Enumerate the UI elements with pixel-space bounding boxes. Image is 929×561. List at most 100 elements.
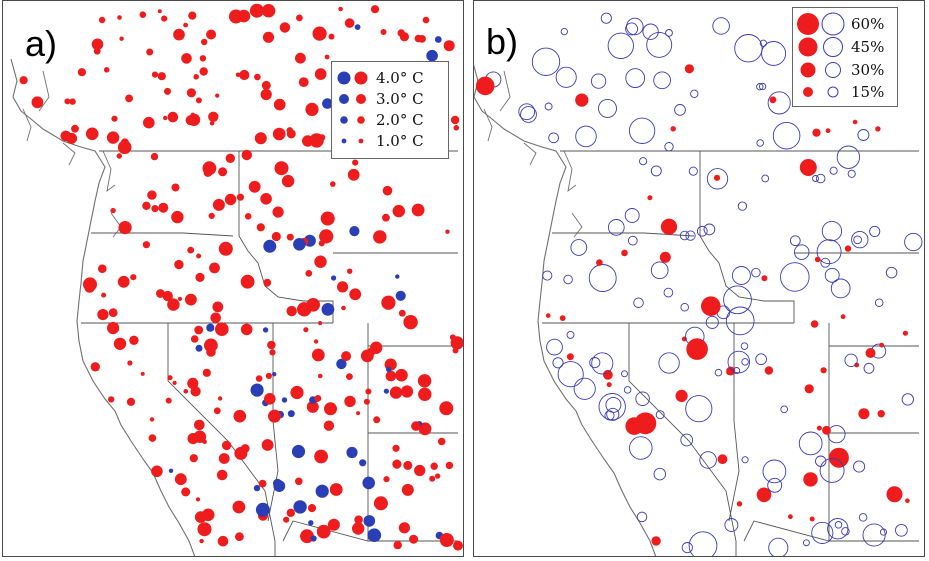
station-decrease-ring	[566, 330, 575, 339]
station-warming-dot	[146, 48, 154, 56]
station-warming-dot	[339, 282, 346, 289]
station-warming-dot	[398, 522, 410, 534]
station-decrease-ring	[680, 433, 694, 447]
station-warming-dot	[258, 479, 267, 488]
station-warming-dot	[240, 323, 253, 336]
station-warming-dot	[195, 97, 202, 104]
station-decrease-ring	[680, 302, 689, 312]
station-warming-dot	[235, 532, 244, 542]
station-warming-dot	[167, 375, 173, 381]
station-increase-dot	[879, 342, 885, 348]
legend-a-symbol-1	[337, 71, 368, 85]
station-warming-dot	[217, 535, 229, 547]
station-decrease-ring	[570, 239, 588, 256]
station-warming-dot	[140, 371, 145, 376]
station-warming-dot	[157, 9, 162, 14]
station-decrease-ring	[642, 23, 659, 40]
station-warming-dot	[151, 465, 163, 478]
station-increase-dot	[545, 313, 551, 318]
station-warming-dot	[199, 55, 207, 62]
station-warming-dot	[393, 540, 402, 550]
map-b-coastline	[474, 64, 657, 556]
station-warming-dot	[327, 518, 340, 531]
station-warming-dot	[309, 133, 324, 148]
station-warming-dot	[449, 334, 456, 341]
station-decrease-ring	[756, 139, 764, 147]
station-warming-dot	[84, 282, 95, 293]
station-warming-dot	[283, 516, 290, 523]
map-a-inlet-2	[22, 108, 32, 142]
station-decrease-ring	[829, 166, 838, 175]
station-warming-dot	[151, 71, 159, 78]
station-warming-dot	[199, 67, 208, 76]
station-increase-dot	[670, 126, 676, 132]
station-increase-dot	[713, 174, 721, 181]
station-decrease-ring	[674, 104, 686, 116]
station-warming-dot	[300, 529, 314, 544]
station-decrease-ring	[798, 431, 823, 456]
station-warming-dot	[311, 348, 325, 362]
station-warming-dot	[374, 230, 387, 243]
station-warming-dot	[290, 385, 304, 400]
station-warming-dot	[119, 36, 124, 41]
station-increase-dot	[810, 320, 819, 328]
legend-a-row-1: 4.0° C	[332, 68, 448, 88]
station-increase-dot	[659, 251, 671, 263]
station-warming-dot	[208, 111, 219, 123]
station-warming-dot	[338, 6, 343, 12]
map-a-inlet-1	[62, 142, 76, 166]
station-warming-dot	[202, 439, 207, 445]
legend-a-symbol-4	[341, 138, 364, 144]
station-warming-dot	[167, 298, 180, 311]
station-warming-dot	[313, 339, 319, 344]
station-warming-dot	[162, 290, 173, 302]
station-warming-dot	[98, 264, 107, 274]
station-decrease-ring	[653, 467, 667, 481]
station-warming-dot	[98, 16, 106, 24]
station-warming-dot	[434, 473, 441, 479]
station-cooling-dot	[362, 476, 376, 490]
station-warming-dot	[344, 395, 356, 408]
station-warming-dot	[71, 124, 79, 133]
station-decrease-ring	[741, 358, 749, 366]
legend-b-label-2: 45%	[851, 38, 885, 56]
station-warming-dot	[314, 449, 328, 464]
station-warming-dot	[323, 420, 335, 431]
station-warming-dot	[381, 295, 396, 310]
station-decrease-ring	[816, 239, 842, 265]
station-warming-dot	[314, 395, 322, 402]
station-warming-dot	[453, 125, 460, 131]
station-warming-dot	[64, 98, 71, 105]
station-warming-dot	[417, 374, 432, 388]
station-warming-dot	[363, 398, 370, 405]
station-increase-dot	[828, 447, 849, 468]
station-cooling-dot	[273, 480, 286, 492]
station-decrease-ring	[544, 102, 553, 111]
station-decrease-ring	[857, 129, 870, 141]
station-decrease-ring	[696, 225, 708, 237]
station-increase-dot	[684, 64, 694, 74]
station-decrease-ring	[740, 342, 749, 350]
station-decrease-ring	[869, 225, 881, 237]
station-warming-dot	[272, 206, 284, 218]
station-warming-dot	[418, 422, 432, 436]
panel-b-label: b)	[486, 21, 519, 62]
station-warming-dot	[110, 207, 116, 214]
station-increase-dot	[905, 498, 910, 504]
station-cooling-dot	[281, 397, 288, 403]
station-warming-dot	[418, 387, 432, 401]
station-increase-dot	[634, 412, 657, 435]
station-warming-dot	[263, 278, 272, 287]
station-increase-dot	[756, 487, 772, 503]
station-warming-dot	[272, 127, 286, 141]
station-warming-dot	[439, 533, 454, 547]
station-increase-dot	[809, 516, 815, 522]
station-warming-dot	[382, 185, 393, 196]
station-warming-dot	[296, 14, 303, 22]
station-warming-dot	[305, 270, 313, 277]
station-increase-dot	[769, 96, 777, 104]
station-cooling-dot	[331, 275, 337, 281]
legend-a-row-3: 2.0° C	[332, 110, 448, 130]
station-cooling-dot	[322, 98, 333, 109]
station-warming-dot	[307, 504, 317, 513]
